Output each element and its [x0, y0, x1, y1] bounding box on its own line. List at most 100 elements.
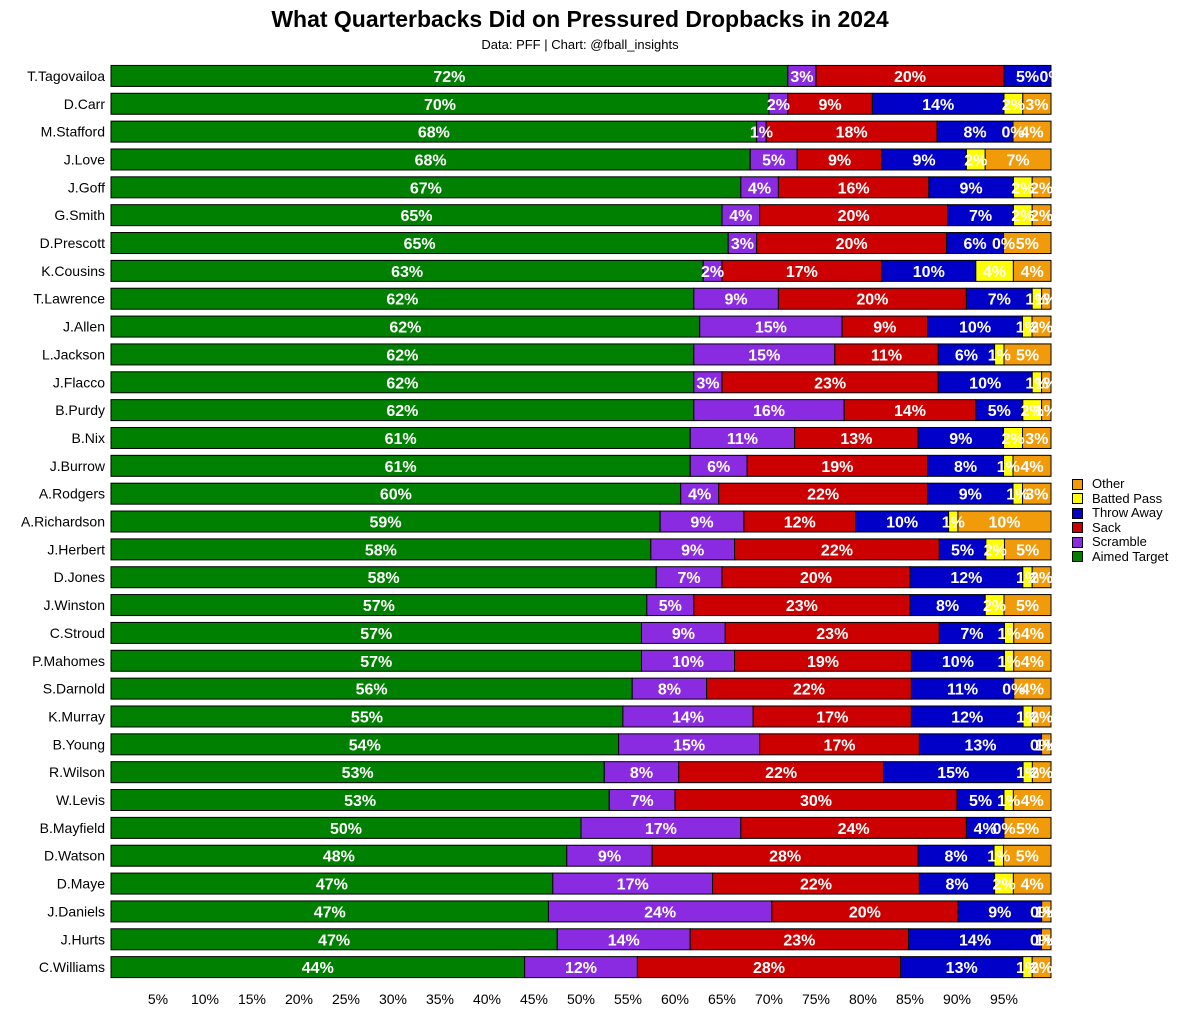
value-label-r-wilson-batted-pass: 1%	[1016, 765, 1039, 782]
y-label-p-mahomes: P.Mahomes	[32, 653, 105, 669]
value-label-s-darnold-other: 4%	[1021, 682, 1044, 699]
value-label-r-wilson-other: 2%	[1030, 765, 1053, 782]
value-label-k-cousins-batted-pass: 4%	[983, 264, 1006, 281]
value-label-j-winston-scramble: 5%	[659, 598, 682, 615]
legend-label-sack: Sack	[1092, 519, 1121, 535]
value-label-m-stafford-batted-pass: 0%	[1001, 125, 1024, 142]
value-label-p-mahomes-sack: 19%	[807, 654, 839, 671]
x-tick-label: 85%	[896, 991, 924, 1007]
value-label-t-tagovailoa-batted-pass: 0%	[1039, 69, 1062, 86]
value-label-b-nix-sack: 13%	[840, 431, 872, 448]
value-label-b-nix-throw-away: 9%	[949, 431, 972, 448]
x-tick-label: 30%	[379, 991, 407, 1007]
value-label-j-allen-sack: 9%	[873, 320, 896, 337]
y-label-j-flacco: J.Flacco	[53, 374, 105, 390]
bar-m-stafford-other	[1012, 120, 1052, 143]
bar-b-young-other	[1041, 733, 1052, 756]
value-label-w-levis-other: 4%	[1021, 793, 1044, 810]
value-label-d-maye-throw-away: 8%	[945, 877, 968, 894]
value-label-m-stafford-sack: 18%	[836, 125, 868, 142]
x-tick-label: 65%	[708, 991, 736, 1007]
y-axis-labels: T.Tagovailoa D.Carr M.Stafford J.Love J.Goff…	[21, 68, 106, 975]
value-label-l-jackson-scramble: 15%	[748, 347, 780, 364]
x-tick-label: 35%	[426, 991, 454, 1007]
bar-j-winston-other	[1003, 594, 1052, 617]
x-tick-label: 10%	[191, 991, 219, 1007]
legend-label-other: Other	[1092, 476, 1125, 492]
bar-l-jackson-other	[1003, 343, 1052, 366]
y-label-j-herbert: J.Herbert	[47, 541, 105, 557]
value-label-j-allen-throw-away: 10%	[959, 320, 991, 337]
value-label-j-winston-aimed-target: 57%	[363, 598, 395, 615]
value-label-c-williams-throw-away: 13%	[946, 960, 978, 977]
value-label-d-watson-scramble: 9%	[598, 849, 621, 866]
value-label-j-goff-scramble: 4%	[748, 180, 771, 197]
y-label-l-jackson: L.Jackson	[42, 346, 105, 362]
legend-swatch-scramble	[1072, 536, 1083, 548]
bar-d-prescott-other	[1003, 232, 1052, 255]
value-label-j-flacco-scramble: 3%	[696, 375, 719, 392]
value-label-j-winston-sack: 23%	[786, 598, 818, 615]
value-label-b-mayfield-throw-away: 4%	[974, 821, 997, 838]
x-tick-label: 60%	[661, 991, 689, 1007]
bar-d-maye-other	[1012, 872, 1052, 895]
value-label-c-williams-aimed-target: 44%	[302, 960, 334, 977]
value-label-b-purdy-aimed-target: 62%	[386, 403, 418, 420]
x-tick-label: 70%	[755, 991, 783, 1007]
value-label-b-young-batted-pass: 0%	[1030, 737, 1053, 754]
value-label-s-darnold-aimed-target: 56%	[356, 682, 388, 699]
value-label-c-stroud-throw-away: 7%	[960, 626, 983, 643]
bar-c-stroud-other	[1013, 621, 1052, 644]
value-label-m-stafford-scramble: 1%	[750, 125, 773, 142]
legend-item-sack: Sack	[1072, 519, 1168, 536]
value-label-l-jackson-aimed-target: 62%	[386, 347, 418, 364]
x-tick-label: 20%	[285, 991, 313, 1007]
legend-item-scramble: Scramble	[1072, 535, 1168, 550]
legend-item-other: Other	[1072, 477, 1168, 492]
y-label-m-stafford: M.Stafford	[41, 124, 105, 140]
value-label-d-maye-other: 4%	[1021, 877, 1044, 894]
value-label-j-love-throw-away: 9%	[913, 152, 936, 169]
value-label-j-love-scramble: 5%	[762, 152, 785, 169]
value-label-j-winston-batted-pass: 2%	[983, 598, 1006, 615]
value-label-l-jackson-sack: 11%	[871, 347, 902, 364]
bar-b-purdy-other	[1041, 399, 1052, 422]
value-label-j-flacco-throw-away: 10%	[969, 375, 1001, 392]
value-label-s-darnold-scramble: 8%	[658, 682, 681, 699]
value-label-j-burrow-sack: 19%	[821, 459, 853, 476]
value-label-j-flacco-aimed-target: 62%	[386, 375, 418, 392]
value-label-d-prescott-other: 5%	[1016, 236, 1039, 253]
value-label-a-richardson-aimed-target: 59%	[370, 515, 402, 532]
bar-j-burrow-other	[1012, 454, 1052, 477]
y-label-k-cousins: K.Cousins	[41, 263, 105, 279]
value-label-l-jackson-batted-pass: 1%	[988, 347, 1011, 364]
bar-j-flacco-other	[1041, 371, 1052, 394]
value-label-d-carr-scramble: 2%	[767, 97, 790, 114]
value-label-j-daniels-other: 1%	[1035, 904, 1058, 921]
value-label-k-murray-sack: 17%	[816, 709, 848, 726]
value-label-r-wilson-sack: 22%	[765, 765, 797, 782]
value-label-p-mahomes-other: 4%	[1021, 654, 1044, 671]
value-label-g-smith-aimed-target: 65%	[400, 208, 432, 225]
value-label-d-prescott-scramble: 3%	[731, 236, 754, 253]
value-label-j-goff-other: 2%	[1030, 180, 1053, 197]
value-label-d-jones-sack: 20%	[800, 570, 832, 587]
value-label-a-richardson-other: 10%	[988, 515, 1020, 532]
value-label-d-carr-batted-pass: 2%	[1002, 97, 1025, 114]
x-tick-label: 50%	[567, 991, 595, 1007]
value-label-d-watson-batted-pass: 1%	[987, 849, 1010, 866]
bar-p-mahomes-other	[1013, 649, 1052, 672]
value-label-d-jones-throw-away: 12%	[950, 570, 982, 587]
value-label-g-smith-throw-away: 7%	[969, 208, 992, 225]
value-label-j-allen-other: 2%	[1030, 320, 1053, 337]
value-label-b-young-sack: 17%	[823, 737, 855, 754]
value-label-j-hurts-batted-pass: 0%	[1030, 932, 1053, 949]
x-axis: 5% 10% 15% 20% 25% 30% 35% 40% 45% 50% 55% 60% 65% 70…	[148, 991, 1018, 1007]
bar-a-richardson-other	[957, 510, 1052, 533]
value-label-d-prescott-throw-away: 6%	[963, 236, 986, 253]
x-tick-label: 45%	[520, 991, 548, 1007]
value-label-j-herbert-other: 5%	[1016, 542, 1039, 559]
value-label-d-maye-sack: 22%	[800, 877, 832, 894]
bar-w-levis-other	[1012, 789, 1052, 812]
